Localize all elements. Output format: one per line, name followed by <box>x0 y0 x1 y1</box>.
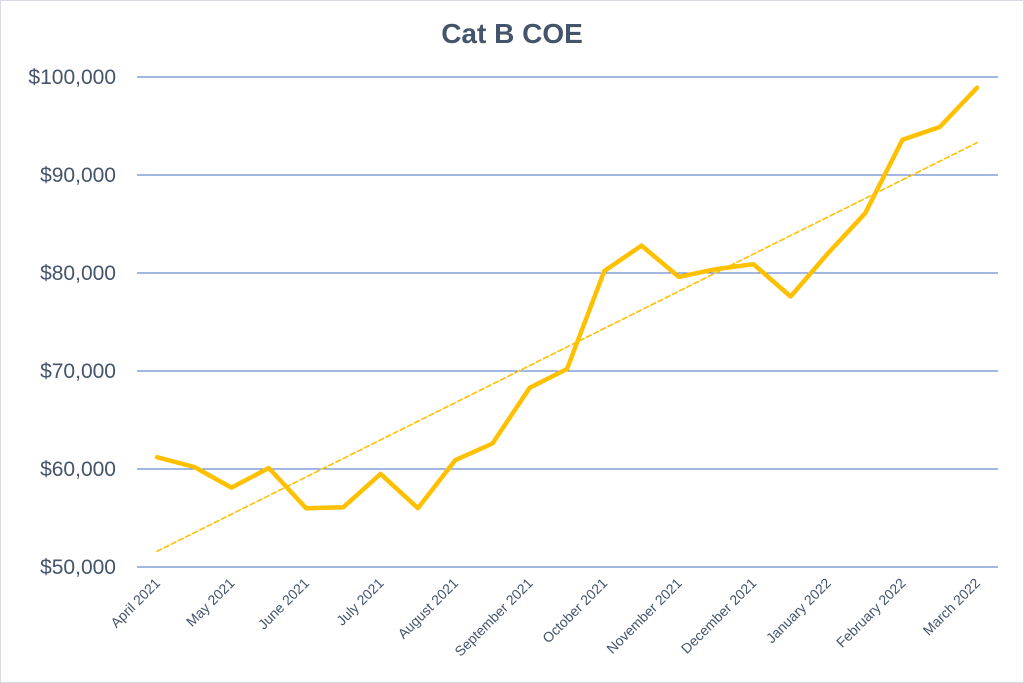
x-tick-label: December 2021 <box>678 575 760 657</box>
x-tick-label: September 2021 <box>451 575 536 660</box>
y-tick-label: $50,000 <box>40 556 116 579</box>
x-tick-label: March 2022 <box>920 575 984 639</box>
x-tick-label: October 2021 <box>539 575 610 646</box>
x-tick-label: July 2021 <box>333 575 387 629</box>
y-tick-label: $80,000 <box>40 262 116 285</box>
chart-title: Cat B COE <box>441 18 583 49</box>
x-tick-label: May 2021 <box>183 575 238 630</box>
x-tick-label: November 2021 <box>603 575 685 657</box>
trendline <box>156 141 978 553</box>
plot-area <box>154 85 980 553</box>
x-tick-label: January 2022 <box>763 575 834 646</box>
y-tick-label: $90,000 <box>40 164 116 187</box>
x-tick-label: June 2021 <box>255 575 313 633</box>
y-tick-label: $100,000 <box>28 66 116 89</box>
y-tick-label: $70,000 <box>40 360 116 383</box>
gridlines <box>137 76 998 568</box>
series-line <box>154 85 980 511</box>
x-tick-label: February 2022 <box>833 575 909 651</box>
x-tick-label: August 2021 <box>394 575 461 642</box>
y-tick-label: $60,000 <box>40 458 116 481</box>
y-axis: $50,000 $60,000 $70,000 $80,000 $90,000 $100,… <box>28 66 116 579</box>
x-tick-label: April 2021 <box>107 575 163 631</box>
x-axis: April 2021 May 2021 June 2021 July 2021 Augu… <box>107 575 983 660</box>
